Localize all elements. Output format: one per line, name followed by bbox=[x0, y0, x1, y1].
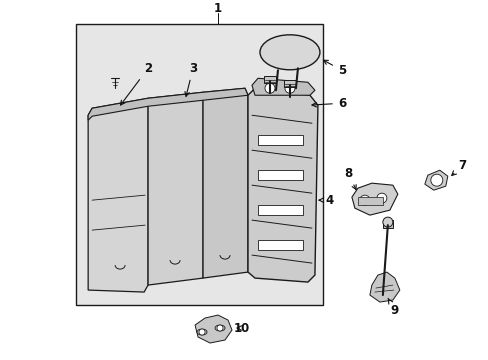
Ellipse shape bbox=[215, 325, 224, 331]
Polygon shape bbox=[424, 170, 447, 190]
Polygon shape bbox=[251, 78, 314, 95]
Bar bbox=[258, 135, 303, 145]
Bar bbox=[76, 24, 322, 305]
Circle shape bbox=[382, 217, 392, 227]
Bar bbox=[357, 197, 382, 205]
Circle shape bbox=[359, 195, 369, 205]
Text: 9: 9 bbox=[387, 298, 398, 316]
Circle shape bbox=[264, 83, 274, 93]
Text: 3: 3 bbox=[184, 62, 197, 96]
Circle shape bbox=[199, 329, 204, 335]
Circle shape bbox=[376, 193, 386, 203]
Bar bbox=[284, 80, 295, 87]
Ellipse shape bbox=[197, 329, 206, 335]
Polygon shape bbox=[88, 98, 148, 292]
Text: 4: 4 bbox=[319, 194, 333, 207]
Text: 6: 6 bbox=[311, 97, 346, 110]
Bar bbox=[258, 205, 303, 215]
Polygon shape bbox=[369, 272, 399, 302]
Text: 5: 5 bbox=[323, 60, 346, 77]
Text: 7: 7 bbox=[451, 159, 466, 175]
Text: 8: 8 bbox=[343, 167, 355, 190]
Circle shape bbox=[285, 83, 294, 93]
Polygon shape bbox=[195, 315, 231, 343]
Text: 2: 2 bbox=[120, 62, 152, 105]
Polygon shape bbox=[247, 88, 317, 282]
Text: 1: 1 bbox=[214, 2, 222, 15]
Polygon shape bbox=[148, 92, 203, 285]
Bar bbox=[258, 170, 303, 180]
Polygon shape bbox=[351, 183, 397, 215]
Bar bbox=[264, 76, 275, 83]
Ellipse shape bbox=[260, 35, 319, 70]
Polygon shape bbox=[203, 88, 247, 278]
Bar bbox=[258, 240, 303, 250]
Circle shape bbox=[217, 325, 223, 331]
Text: 10: 10 bbox=[233, 321, 250, 334]
Circle shape bbox=[430, 174, 442, 186]
Bar bbox=[382, 220, 392, 228]
Polygon shape bbox=[88, 88, 247, 120]
